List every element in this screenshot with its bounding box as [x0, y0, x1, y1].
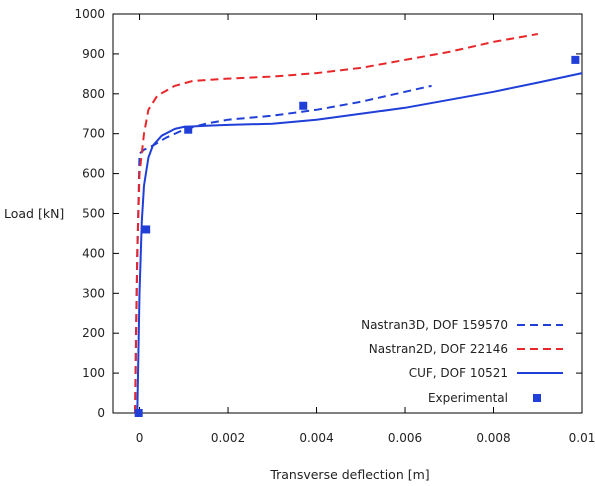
- y-tick-label: 1000: [74, 7, 105, 21]
- x-tick-label: 0.006: [388, 431, 422, 445]
- experimental-point: [571, 55, 580, 64]
- y-tick-label: 900: [82, 47, 105, 61]
- experimental-point: [134, 409, 143, 417]
- y-tick-labels: 0 100 200 300 400 500 600 700 800 900 1000: [74, 7, 105, 420]
- y-tick-label: 100: [82, 366, 105, 380]
- x-axis-title: Transverse deflection [m]: [269, 467, 429, 482]
- plot-area: [112, 13, 583, 414]
- x-tick-labels: 0 0.002 0.004 0.006 0.008 0.01: [136, 431, 595, 445]
- tick-marks: [113, 13, 583, 414]
- legend-key-experimental: [533, 394, 541, 402]
- x-tick-label: 0: [136, 431, 144, 445]
- y-tick-label: 600: [82, 167, 105, 181]
- legend: Nastran3D, DOF 159570 Nastran2D, DOF 2214…: [361, 318, 563, 405]
- experimental-point: [299, 101, 308, 110]
- legend-label-experimental: Experimental: [428, 391, 508, 405]
- y-tick-label: 700: [82, 127, 105, 141]
- legend-label-nastran3d-dof-159570: Nastran3D, DOF 159570: [361, 318, 508, 332]
- legend-label-cuf-dof-10521: CUF, DOF 10521: [409, 366, 508, 380]
- legend-label-nastran2d-dof-22146: Nastran2D, DOF 22146: [369, 342, 508, 356]
- x-tick-label: 0.004: [299, 431, 333, 445]
- x-tick-label: 0.002: [211, 431, 245, 445]
- y-tick-label: 500: [82, 207, 105, 221]
- y-tick-label: 800: [82, 87, 105, 101]
- y-axis-title: Load [kN]: [4, 206, 64, 221]
- y-tick-label: 200: [82, 326, 105, 340]
- y-tick-label: 0: [97, 406, 105, 420]
- cuf-dof-10521-line: [136, 72, 583, 414]
- y-tick-label: 300: [82, 286, 105, 300]
- x-tick-label: 0.008: [476, 431, 510, 445]
- experimental-point: [142, 225, 151, 234]
- experimental-point: [184, 125, 193, 134]
- series-layer: [134, 33, 583, 417]
- x-tick-label: 0.01: [569, 431, 595, 445]
- y-tick-label: 400: [82, 246, 105, 260]
